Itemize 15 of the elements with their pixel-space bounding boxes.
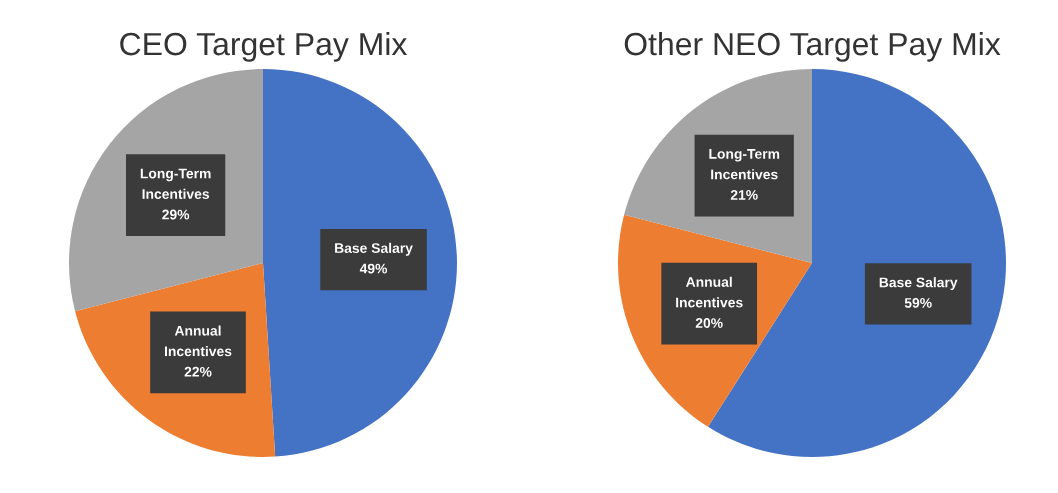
slice-label: Annual Incentives (676, 276, 743, 308)
pie-slice (263, 69, 457, 457)
slice-label: Base Salary (335, 242, 413, 256)
slice-label: Long-Term Incentives (709, 149, 780, 180)
data-label: 22% (184, 366, 212, 377)
slice-label: Base Salary (879, 277, 958, 291)
chart-title: Other NEO Target Pay Mix (624, 31, 1001, 62)
slice-label: Annual Incentives (164, 325, 232, 357)
data-label: 29% (162, 209, 190, 220)
chart-title: CEO Target Pay Mix (120, 31, 408, 62)
slice-label: Long-Term Incentives (140, 168, 211, 199)
data-label: 59% (904, 297, 932, 308)
data-label: 21% (730, 190, 758, 200)
data-label: 49% (359, 263, 388, 274)
data-label: 20% (695, 318, 723, 328)
